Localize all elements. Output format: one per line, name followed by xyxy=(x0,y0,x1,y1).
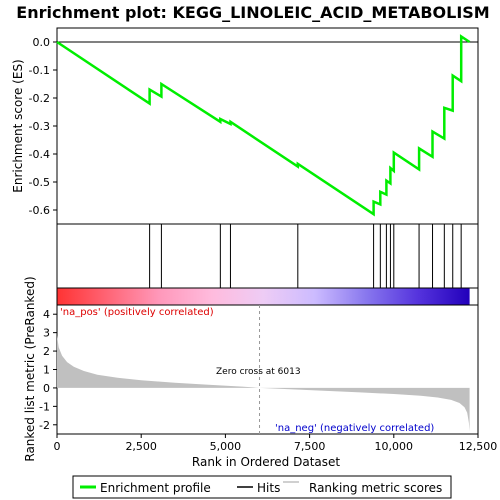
hits-panel-frame xyxy=(56,223,479,289)
x-tick-label: 5,000 xyxy=(210,440,242,453)
es-y-tick-label: -0.4 xyxy=(29,148,50,161)
rank-color-bar xyxy=(57,288,470,305)
x-axis-ticks: 0 2,500 5,000 7,500 10,000 12,500 xyxy=(54,434,498,453)
es-y-tick-label: 0.0 xyxy=(33,36,51,49)
legend: Enrichment profile Hits Ranking metric s… xyxy=(72,475,452,499)
zero-cross-annotation: Zero cross at 6013 xyxy=(216,367,301,377)
metric-y-tick-label: 3 xyxy=(43,327,50,340)
x-tick-label: 7,500 xyxy=(294,440,326,453)
metric-y-tick-label: 2 xyxy=(43,345,50,358)
metric-y-axis-label: Ranked list metric (PreRanked) xyxy=(23,276,37,461)
metric-panel-frame xyxy=(56,304,479,435)
x-tick-label: 12,500 xyxy=(459,440,498,453)
es-y-axis-label: Enrichment score (ES) xyxy=(11,59,25,192)
hit-lines xyxy=(149,224,462,288)
hits-panel xyxy=(56,223,479,289)
es-y-tick-label: -0.6 xyxy=(29,204,50,217)
legend-hits-label: Hits xyxy=(257,481,280,495)
metric-y-tick-label: 0 xyxy=(43,382,50,395)
metric-y-tick-label: 1 xyxy=(43,364,50,377)
es-y-tick-label: -0.1 xyxy=(29,64,50,77)
metric-y-tick-label: 4 xyxy=(43,308,50,321)
x-tick-label: 10,000 xyxy=(375,440,414,453)
es-y-ticks: 0.0 -0.1 -0.2 -0.3 -0.4 -0.5 -0.6 xyxy=(29,36,57,217)
es-y-tick-label: -0.2 xyxy=(29,92,50,105)
es-y-tick-label: -0.5 xyxy=(29,176,50,189)
metric-y-tick-label: -2 xyxy=(39,419,50,432)
neg-annotation: 'na_neg' (negatively correlated) xyxy=(275,423,434,434)
legend-enrichment-label: Enrichment profile xyxy=(100,481,211,495)
es-panel-frame xyxy=(56,27,479,225)
x-tick-label: 0 xyxy=(54,440,61,453)
legend-frame xyxy=(72,475,452,499)
es-panel: 0.0 -0.1 -0.2 -0.3 -0.4 -0.5 -0.6 xyxy=(29,27,479,225)
pos-annotation: 'na_pos' (positively correlated) xyxy=(60,307,214,318)
metric-y-tick-label: -1 xyxy=(39,400,50,413)
enrichment-profile-line xyxy=(56,34,471,217)
x-tick-label: 2,500 xyxy=(125,440,157,453)
es-y-tick-label: -0.3 xyxy=(29,120,50,133)
metric-y-ticks: 4 3 2 1 0 -1 -2 xyxy=(39,308,57,432)
ranking-metric-area xyxy=(57,335,470,432)
legend-metric-label: Ranking metric scores xyxy=(309,481,442,495)
chart-title: Enrichment plot: KEGG_LINOLEIC_ACID_META… xyxy=(16,3,489,22)
metric-panel: 4 3 2 1 0 -1 -2 'na_pos' (positively correlate… xyxy=(39,304,479,435)
x-axis-label: Rank in Ordered Dataset xyxy=(192,455,340,469)
